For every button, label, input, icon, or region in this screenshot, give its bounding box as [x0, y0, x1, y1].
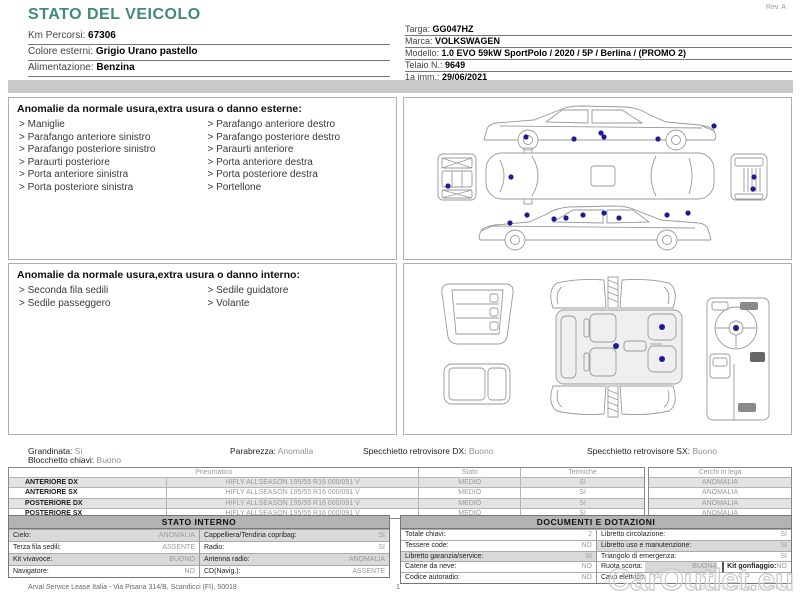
documents-equipment-table: DOCUMENTI E DOTAZIONI Totale chiavi: 2 Li…	[400, 515, 792, 584]
column-header: Pneumatico	[195, 469, 233, 476]
anomaly-item: Volante	[208, 298, 397, 311]
table-row: Navigatore: NO CD(Navig.): ASSENTE	[9, 565, 389, 577]
anomaly-item: Porta posteriore destra	[208, 169, 397, 182]
footer-document-id: ID Fu/0Fx3-25ua6&I ; Gbu47hz	[698, 586, 782, 592]
interior-anomalies-box: Anomalie da normale usura,extra usura o …	[8, 263, 397, 435]
exterior-damage-dots	[445, 123, 757, 226]
caroutlet-watermark: CarOutlet.eu	[607, 561, 794, 597]
exterior-damage-diagram	[437, 105, 768, 251]
condition-specchietto-dx: Specchietto retrovisore DX: Buono	[363, 446, 494, 456]
column-header: Termiche	[520, 468, 644, 478]
table-row: Totale chiavi: 2 Libretto circolazione: SI	[401, 529, 791, 540]
tyre-table: Pneumatico Stato Termiche ANTERIORE DX H…	[8, 467, 645, 519]
exterior-anomalies-title: Anomalie da normale usura,extra usura o …	[17, 103, 302, 115]
separator-band	[8, 80, 793, 93]
anomaly-item: Parafango posteriore destro	[208, 132, 397, 145]
alloy-wheels-table: Cerchi in lega ANOMALIA ANOMALIA ANOMALI…	[648, 467, 792, 519]
field-row: Telaio N.: 9649	[405, 60, 792, 72]
tyre-row: POSTERIORE SX HIFLY ALLSEASON 195/55 R16…	[9, 507, 644, 518]
anomaly-item: Parafango anteriore sinistro	[19, 132, 208, 145]
anomaly-item: Maniglie	[19, 119, 208, 132]
anomaly-item: Porta anteriore destra	[208, 157, 397, 170]
interior-state-title: STATO INTERNO	[9, 516, 389, 529]
footer-page-number: 1	[396, 584, 400, 591]
table-row: Terza fila sedili: ASSENTE Radio: SI	[9, 541, 389, 553]
field-row: Km Percorsi: 67306	[28, 29, 390, 45]
table-row: Libretto garanzia/service: SI Triangolo d…	[401, 550, 791, 562]
tyre-row: ANTERIORE SX HIFLY ALLSEASON 195/55 R16 …	[9, 487, 644, 498]
anomaly-item: Seconda fila sedili	[19, 285, 208, 298]
anomaly-item: Sedile guidatore	[208, 285, 397, 298]
field-row: Colore esterni: Grigio Urano pastello	[28, 45, 390, 61]
interior-state-table: STATO INTERNO Cielo: ANOMALIA Cappelliera…	[8, 515, 390, 578]
vehicle-summary-left: Km Percorsi: 67306 Colore esterni: Grigi…	[28, 29, 390, 77]
condition-blocchetto-chiavi: Blocchetto chiavi: Buono	[28, 455, 122, 465]
vehicle-summary-right: Targa: GG047HZ Marca: VOLKSWAGEN Modello…	[405, 24, 792, 84]
anomaly-item: Porta posteriore sinistra	[19, 182, 208, 195]
interior-anomalies-title: Anomalie da normale usura,extra usura o …	[17, 269, 300, 281]
interior-damage-diagram	[441, 276, 770, 421]
tyre-row: ANTERIORE DX HIFLY ALLSEASON 195/55 R16 …	[9, 477, 644, 488]
field-row: Alimentazione: Benzina	[28, 61, 390, 77]
condition-specchietto-sx: Specchietto retrovisore SX: Buono	[587, 446, 717, 456]
table-row: Codice autoradio: NO Cavo elettrico:	[401, 572, 791, 583]
column-header: Stato	[418, 468, 520, 478]
anomaly-item: Porta anteriore sinistra	[19, 169, 208, 182]
page-title: STATO DEL VEICOLO	[28, 6, 201, 23]
exterior-anomalies-box: Anomalie da normale usura,extra usura o …	[8, 97, 397, 260]
table-row: Kit vivavoce: BUONO Antenna radio: ANOMALI…	[9, 553, 389, 565]
anomaly-item: Paraurti anteriore	[208, 144, 397, 157]
anomaly-item: Paraurti posteriore	[19, 157, 208, 170]
footer-company-address: Arval Service Lease Italia - Via Pisana …	[28, 584, 237, 591]
condition-grandinata: Grandinata: Si	[28, 446, 83, 456]
field-row: Modello: 1.0 EVO 59kW SportPolo / 2020 /…	[405, 48, 792, 60]
revision-label: Rev. A	[765, 4, 786, 11]
column-header: Cerchi in lega	[698, 469, 742, 476]
interior-damage-diagram-box	[403, 263, 792, 435]
field-row: Targa: GG047HZ	[405, 24, 792, 36]
condition-parabrezza: Parabrezza: Anomalia	[230, 446, 314, 456]
anomaly-item: Parafango anteriore destro	[208, 119, 397, 132]
interior-damage-dots	[613, 324, 739, 362]
table-row: Tessere code: NO Libretto uso e manutenzi…	[401, 539, 791, 551]
anomaly-item: Parafango posteriore sinistro	[19, 144, 208, 157]
exterior-damage-diagram-box	[403, 97, 792, 260]
table-row: Catene da neve: NO Ruota scorta: BUONA Ki…	[401, 561, 791, 573]
documents-equipment-title: DOCUMENTI E DOTAZIONI	[401, 516, 791, 529]
field-row: Marca: VOLKSWAGEN	[405, 36, 792, 48]
tyre-row: POSTERIORE DX HIFLY ALLSEASON 195/55 R16…	[9, 497, 644, 508]
cell-divider	[722, 562, 725, 573]
table-row: Cielo: ANOMALIA Cappelliera/Tendina copri…	[9, 529, 389, 541]
tyre-table-header: Pneumatico Stato Termiche	[9, 468, 644, 478]
anomaly-item: Sedile passeggero	[19, 298, 208, 311]
anomaly-item: Portellone	[208, 182, 397, 195]
